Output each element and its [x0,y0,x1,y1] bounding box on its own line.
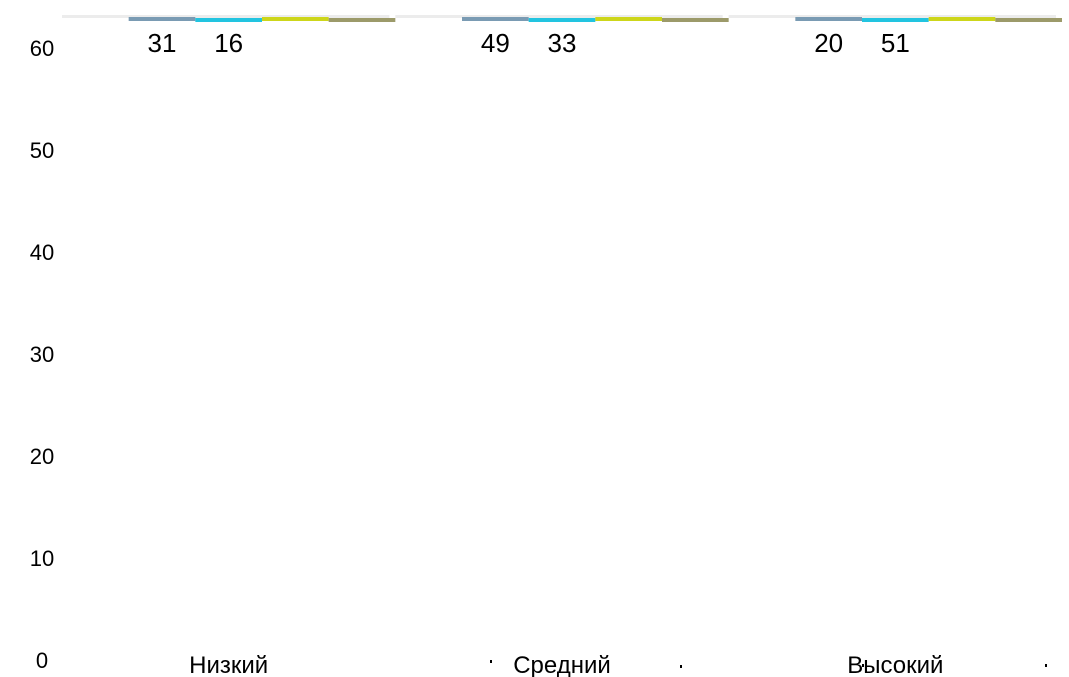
bar-value-label: 31 [148,28,177,58]
bar [128,17,196,21]
bar-value-label: 49 [481,28,510,58]
y-tick-label: 10 [30,546,54,571]
bar-value-label: 20 [814,28,843,58]
y-tick-label: 20 [30,444,54,469]
bar [528,18,596,22]
bars [62,15,1062,668]
baseline-mark [680,665,682,668]
baseline-mark [490,660,492,663]
y-tick-label: 60 [30,36,54,61]
bar [862,18,929,22]
group-top-strip [728,15,1056,18]
group-top-strip [62,15,390,18]
bar [795,17,862,21]
bar-value-label: 16 [214,28,243,58]
group-top-strip [395,15,723,18]
y-tick-label: 50 [30,138,54,163]
bar-value-label: 51 [881,28,910,58]
bar [462,17,529,21]
x-category-label: Средний [513,652,611,677]
x-category-label: Низкий [189,652,268,677]
y-tick-label: 30 [30,342,54,367]
y-axis-ticks: 0 10 20 30 40 50 60 [30,36,54,673]
bar [262,17,329,21]
x-category-label: Высокий [847,652,943,677]
data-labels: 31 16 49 33 20 51 [148,28,910,58]
x-axis-labels: Низкий Средний Высокий [189,652,943,677]
baseline-mark [1045,664,1047,667]
bar [195,18,262,22]
bar [595,17,662,21]
bar [928,17,996,21]
y-tick-label: 40 [30,240,54,265]
bar [328,18,396,22]
bar [662,18,729,22]
bar-value-label: 33 [548,28,577,58]
y-tick-label: 0 [36,648,48,673]
bar [995,18,1062,22]
baseline-mark [862,664,864,667]
